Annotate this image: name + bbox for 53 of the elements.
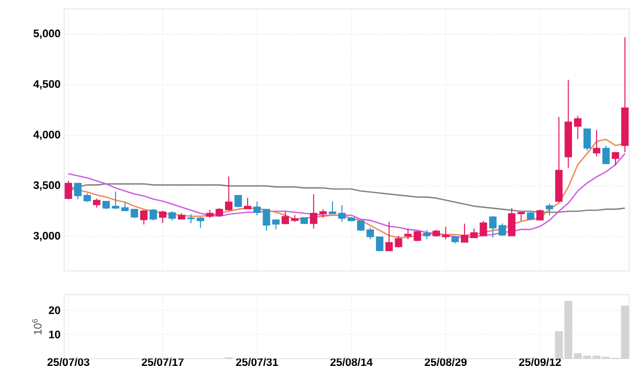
candlestick: [225, 176, 232, 212]
candlestick: [442, 226, 450, 240]
y-tick-label: 3,000: [33, 232, 60, 242]
candlestick: [74, 182, 82, 200]
candlestick: [460, 223, 468, 243]
y-axis-title: 10$^{6}$: [32, 319, 42, 334]
candlestick: [310, 194, 318, 230]
candlestick: [470, 228, 478, 238]
y-tick-label: 4,500: [33, 80, 60, 90]
candlestick: [376, 236, 384, 252]
y-tick-label: 4,000: [33, 130, 60, 140]
y-tick-label: 20: [48, 306, 60, 314]
candlestick: [546, 203, 554, 216]
candlestick: [592, 130, 600, 157]
x-tick-label: 25/09/12: [519, 358, 561, 366]
candlestick: [112, 191, 120, 210]
candlestick: [498, 222, 506, 236]
candlestick: [480, 220, 488, 236]
candlestick: [404, 228, 412, 240]
candlestick: [574, 115, 582, 140]
candlestick: [536, 209, 544, 221]
candlestick: [168, 210, 176, 222]
candlestick: [385, 221, 393, 252]
candlestick: [508, 207, 516, 236]
candlestick: [150, 208, 157, 222]
x-tick-label: 25/08/29: [424, 358, 467, 366]
candlestick: [328, 200, 336, 214]
candlestick: [338, 204, 346, 222]
y-tick-label: 3,500: [33, 181, 60, 191]
candlestick: [602, 145, 610, 164]
candlestick: [272, 218, 280, 230]
y-tick-label: 10: [49, 330, 60, 338]
candlestick: [262, 208, 270, 232]
candlestick: [253, 201, 261, 216]
candlestick: [196, 216, 204, 228]
x-tick-label: 25/08/14: [330, 358, 373, 366]
candlestick: [423, 229, 431, 240]
candlestick: [394, 235, 402, 248]
y-tick-label: 5,000: [34, 30, 60, 39]
candlestick: [612, 152, 620, 166]
candlestick: [282, 211, 290, 224]
candlestick: [583, 128, 591, 151]
candlestick: [244, 197, 252, 210]
x-tick-label: 25/07/17: [142, 358, 184, 366]
candlestick: [159, 210, 166, 224]
x-tick-label: 25/07/03: [47, 358, 90, 366]
candlestick: [140, 209, 148, 225]
candlestick: [130, 208, 138, 219]
x-tick-label: 25/07/31: [236, 358, 278, 366]
candlestick: [357, 220, 364, 232]
candlestick: [489, 216, 497, 238]
candlestick: [187, 214, 195, 224]
candlestick: [366, 227, 374, 240]
